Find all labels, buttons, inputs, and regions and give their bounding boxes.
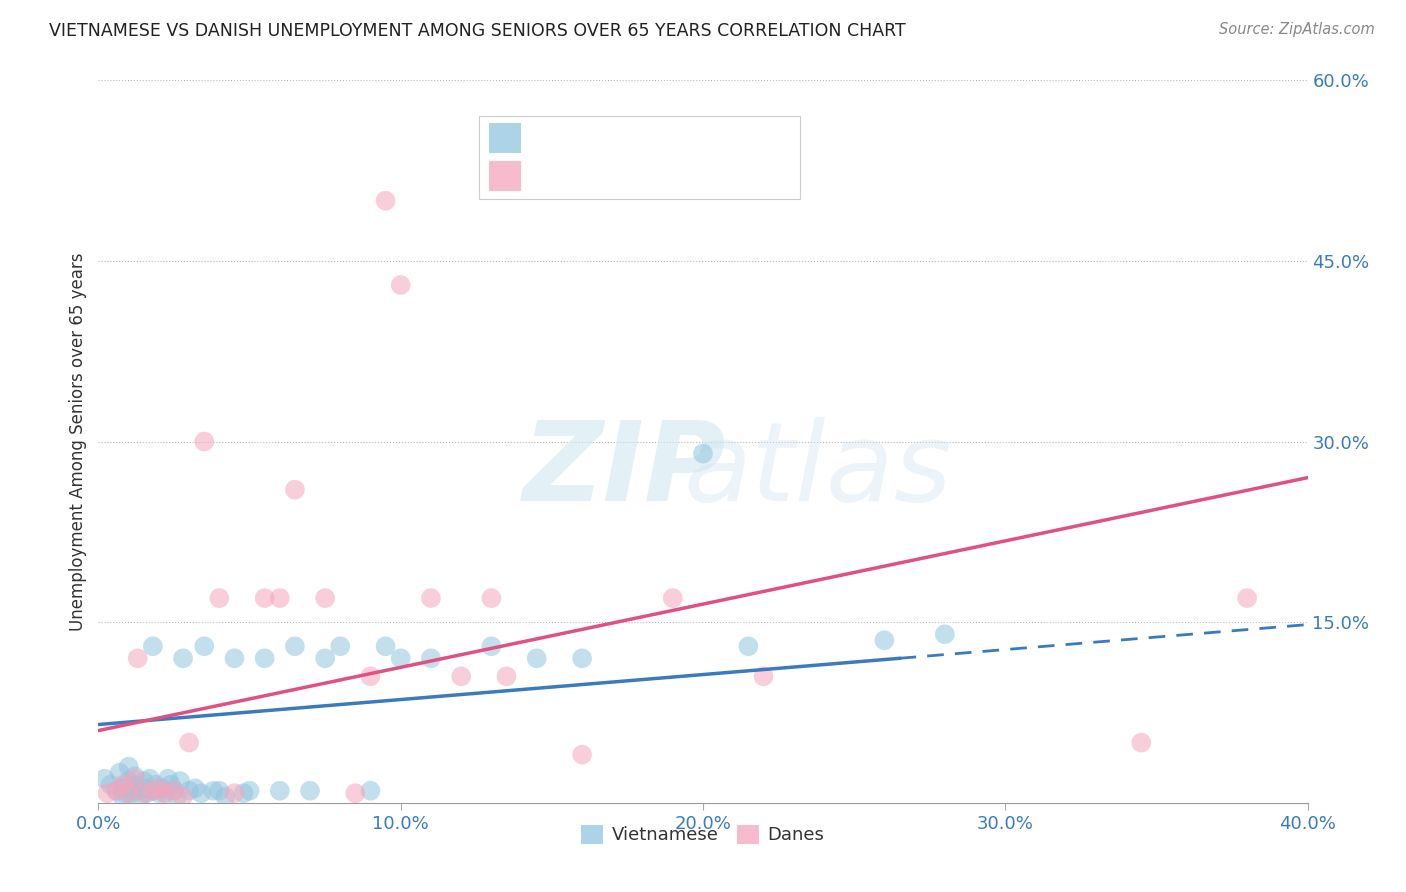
Point — [202, 784, 225, 798]
Point — [389, 277, 412, 292]
Y-axis label: Unemployment Among Seniors over 65 years: Unemployment Among Seniors over 65 years — [69, 252, 87, 631]
Point — [169, 774, 191, 789]
Point — [374, 639, 396, 653]
Point — [934, 627, 956, 641]
Point — [111, 789, 134, 804]
Point — [224, 786, 246, 800]
Point — [314, 651, 336, 665]
Point — [121, 786, 143, 800]
Point — [253, 591, 276, 605]
Point — [139, 772, 162, 786]
Point — [129, 789, 152, 804]
Point — [284, 483, 307, 497]
Point — [269, 591, 291, 605]
Point — [148, 786, 170, 800]
Point — [232, 786, 254, 800]
Legend: Vietnamese, Danes: Vietnamese, Danes — [574, 818, 832, 852]
Point — [108, 765, 131, 780]
Point — [193, 434, 215, 449]
Point — [142, 784, 165, 798]
Point — [118, 786, 141, 800]
Point — [163, 784, 186, 798]
Point — [737, 639, 759, 653]
Point — [179, 784, 201, 798]
Point — [481, 591, 503, 605]
Point — [124, 769, 146, 783]
Point — [114, 786, 136, 800]
Point — [132, 774, 155, 789]
Point — [420, 591, 443, 605]
Point — [153, 786, 176, 800]
Point — [135, 786, 157, 800]
Point — [156, 772, 179, 786]
Point — [284, 639, 307, 653]
Point — [166, 789, 188, 804]
Point — [132, 786, 155, 800]
Point — [208, 591, 231, 605]
Point — [661, 591, 683, 605]
Point — [299, 784, 322, 798]
Point — [100, 778, 122, 792]
Point — [1130, 735, 1153, 749]
Point — [269, 784, 291, 798]
Point — [145, 778, 167, 792]
Point — [179, 735, 201, 749]
Point — [190, 786, 212, 800]
Point — [329, 639, 352, 653]
Point — [142, 784, 165, 798]
Point — [360, 669, 382, 683]
Point — [873, 633, 896, 648]
Point — [193, 639, 215, 653]
Point — [118, 760, 141, 774]
Point — [111, 778, 134, 792]
Point — [163, 784, 186, 798]
Point — [105, 784, 128, 798]
Point — [374, 194, 396, 208]
Point — [450, 669, 472, 683]
Text: ZIP: ZIP — [523, 417, 725, 524]
Point — [208, 784, 231, 798]
Point — [172, 651, 194, 665]
Point — [420, 651, 443, 665]
Point — [96, 786, 118, 800]
Text: VIETNAMESE VS DANISH UNEMPLOYMENT AMONG SENIORS OVER 65 YEARS CORRELATION CHART: VIETNAMESE VS DANISH UNEMPLOYMENT AMONG … — [49, 22, 905, 40]
Point — [118, 774, 141, 789]
Point — [253, 651, 276, 665]
Point — [389, 651, 412, 665]
Point — [132, 781, 155, 796]
Point — [1236, 591, 1258, 605]
Point — [214, 789, 236, 804]
Point — [124, 772, 146, 786]
Text: Source: ZipAtlas.com: Source: ZipAtlas.com — [1219, 22, 1375, 37]
Point — [160, 778, 183, 792]
Point — [360, 784, 382, 798]
Text: atlas: atlas — [683, 417, 952, 524]
Point — [150, 781, 173, 796]
Point — [124, 778, 146, 792]
Point — [481, 639, 503, 653]
Point — [127, 651, 149, 665]
Point — [153, 786, 176, 800]
Point — [526, 651, 548, 665]
Point — [571, 747, 593, 762]
Point — [148, 781, 170, 796]
Point — [111, 781, 134, 796]
Point — [314, 591, 336, 605]
Point — [692, 446, 714, 460]
Point — [105, 784, 128, 798]
Point — [184, 781, 207, 796]
Point — [172, 789, 194, 804]
Point — [224, 651, 246, 665]
Point — [239, 784, 262, 798]
Point — [142, 639, 165, 653]
Point — [93, 772, 115, 786]
Point — [344, 786, 367, 800]
Point — [752, 669, 775, 683]
Point — [495, 669, 517, 683]
Point — [127, 784, 149, 798]
Point — [571, 651, 593, 665]
